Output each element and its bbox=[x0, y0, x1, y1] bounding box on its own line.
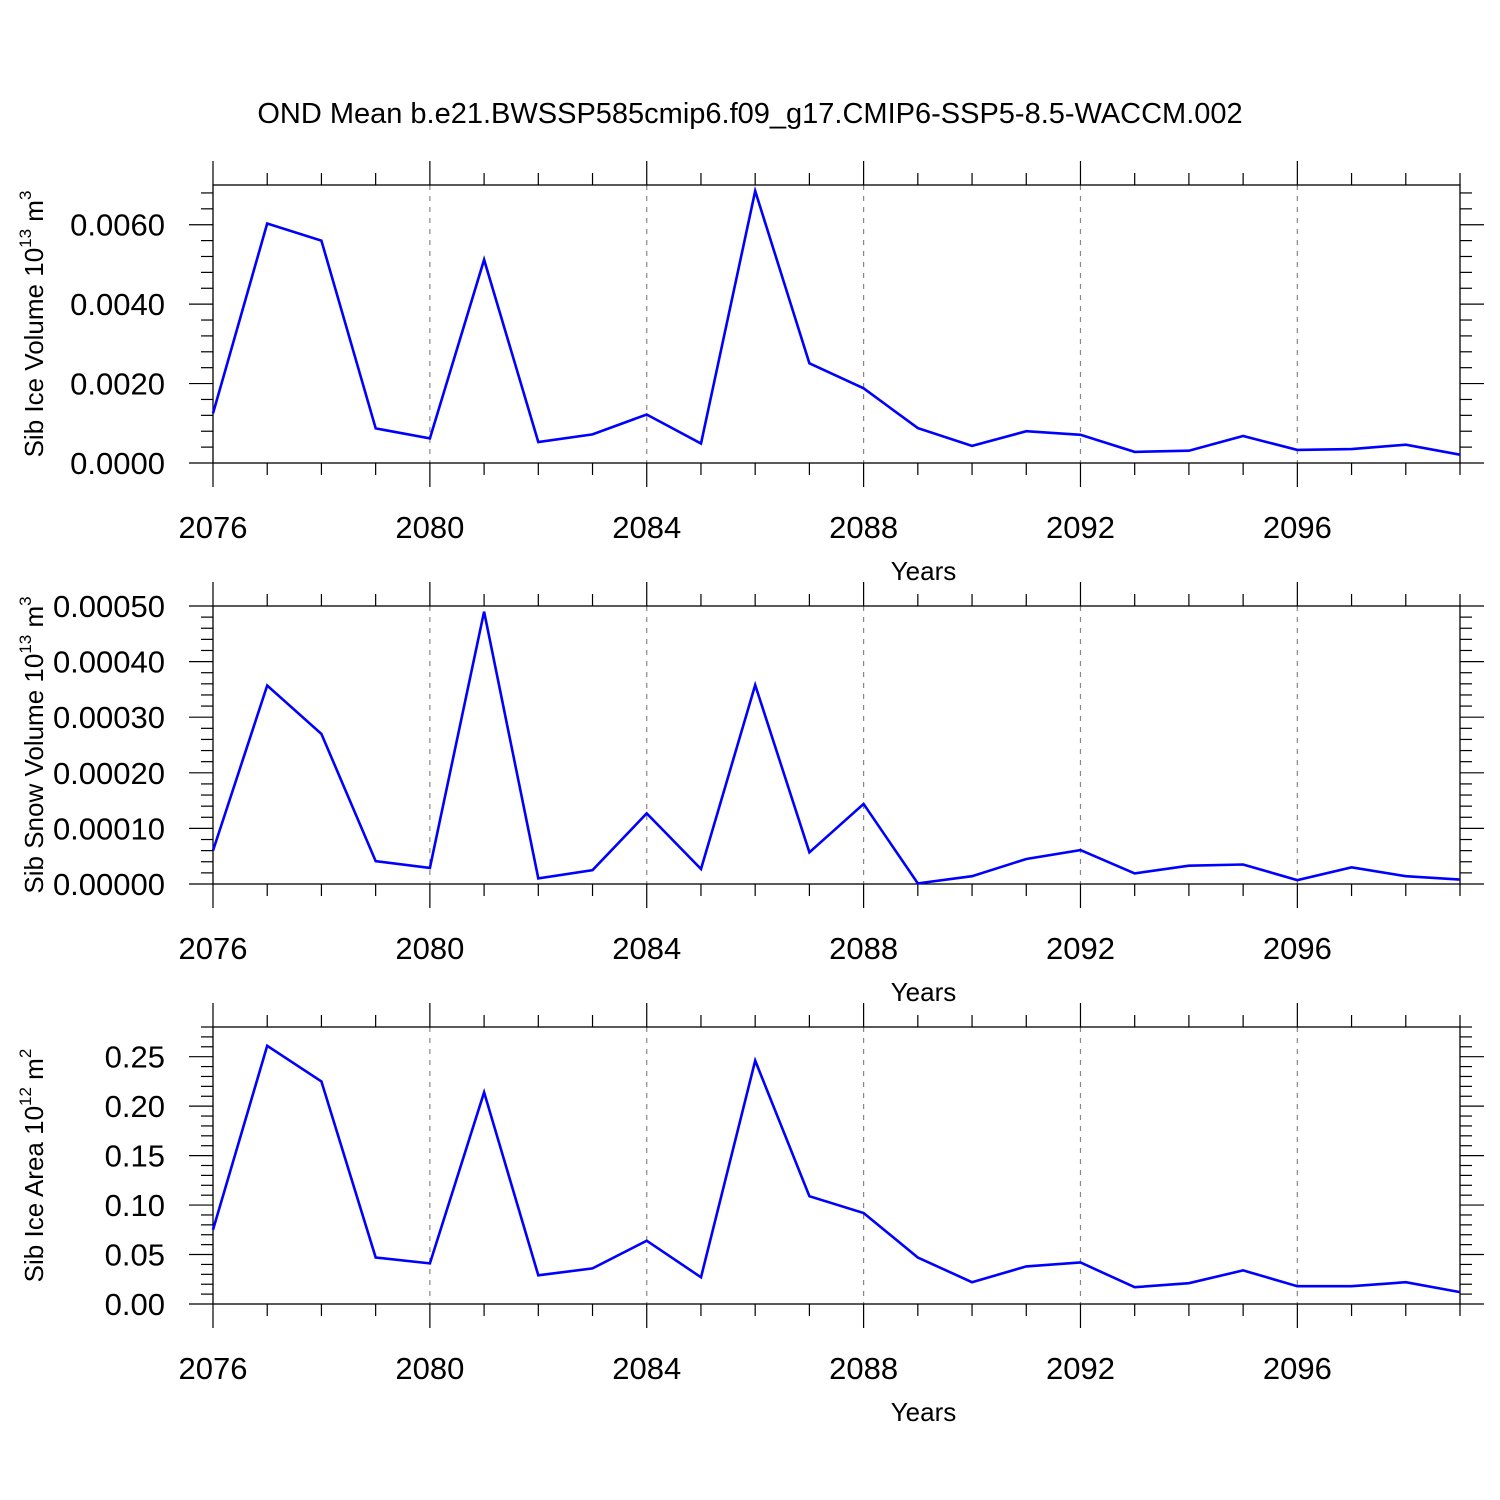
plot-frame bbox=[212, 1026, 1461, 1305]
x-tick-label: 2076 bbox=[179, 1351, 248, 1386]
y-tick-label: 0.10 bbox=[105, 1188, 165, 1223]
y-tick-label: 0.0000 bbox=[70, 446, 165, 481]
chart-panel-3: 0.00 0.05 0.10 0.15 0.20 0.25 2076 2080 2084 2088… bbox=[16, 1003, 1484, 1427]
x-tick-label: 2080 bbox=[395, 1351, 464, 1386]
y-axis-label: Sib Ice Volume 1013 m3 bbox=[16, 191, 49, 458]
y-tick-label: 0.0040 bbox=[70, 287, 165, 322]
x-tick-label: 2096 bbox=[1263, 510, 1332, 545]
y-tick-label: 0.00050 bbox=[53, 589, 165, 624]
y-axis-label: Sib Ice Area 1012 m2 bbox=[16, 1049, 49, 1283]
x-axis-label: Years bbox=[891, 977, 957, 1007]
x-tick-label: 2080 bbox=[395, 931, 464, 966]
x-tick-label: 2096 bbox=[1263, 931, 1332, 966]
panels: 0.0000 0.0020 0.0040 0.0060 2076 2080 2084 2088… bbox=[16, 161, 1484, 1427]
series-line bbox=[211, 611, 1461, 885]
y-tick-label: 0.05 bbox=[105, 1238, 165, 1273]
x-tick-label: 2096 bbox=[1263, 1351, 1332, 1386]
x-tick-label: 2084 bbox=[612, 1351, 681, 1386]
y-tick-label: 0.0020 bbox=[70, 367, 165, 402]
x-tick-label: 2092 bbox=[1046, 510, 1115, 545]
x-axis-label: Years bbox=[891, 556, 957, 586]
figure-title: OND Mean b.e21.BWSSP585cmip6.f09_g17.CMI… bbox=[257, 98, 1242, 130]
x-tick-label: 2092 bbox=[1046, 931, 1115, 966]
y-tick-label: 0.00020 bbox=[53, 756, 165, 791]
x-tick-label: 2080 bbox=[395, 510, 464, 545]
y-tick-label: 0.00000 bbox=[53, 867, 165, 902]
y-tick-label: 0.00030 bbox=[53, 700, 165, 735]
series-line bbox=[211, 1043, 1461, 1294]
chart-panel-1: 0.0000 0.0020 0.0040 0.0060 2076 2080 2084 2088… bbox=[16, 161, 1484, 586]
chart-panel-2: 0.00000 0.00010 0.00020 0.00030 0.00040 0.000… bbox=[16, 582, 1484, 1007]
x-tick-label: 2084 bbox=[612, 510, 681, 545]
y-tick-label: 0.00 bbox=[105, 1287, 165, 1322]
series-line bbox=[211, 185, 1461, 456]
x-axis-label: Years bbox=[891, 1397, 957, 1427]
plot-frame bbox=[212, 605, 1461, 885]
y-tick-label: 0.15 bbox=[105, 1139, 165, 1174]
y-tick-label: 0.25 bbox=[105, 1040, 165, 1075]
x-tick-label: 2076 bbox=[179, 931, 248, 966]
plot-frame bbox=[212, 184, 1461, 464]
y-tick-label: 0.00010 bbox=[53, 811, 165, 846]
y-tick-label: 0.20 bbox=[105, 1089, 165, 1124]
x-tick-label: 2084 bbox=[612, 931, 681, 966]
y-axis-label: Sib Snow Volume 1013 m3 bbox=[16, 596, 49, 893]
x-tick-label: 2076 bbox=[179, 510, 248, 545]
x-tick-label: 2088 bbox=[829, 931, 898, 966]
x-tick-label: 2092 bbox=[1046, 1351, 1115, 1386]
x-tick-label: 2088 bbox=[829, 510, 898, 545]
x-tick-label: 2088 bbox=[829, 1351, 898, 1386]
y-tick-label: 0.00040 bbox=[53, 645, 165, 680]
y-tick-label: 0.0060 bbox=[70, 208, 165, 243]
